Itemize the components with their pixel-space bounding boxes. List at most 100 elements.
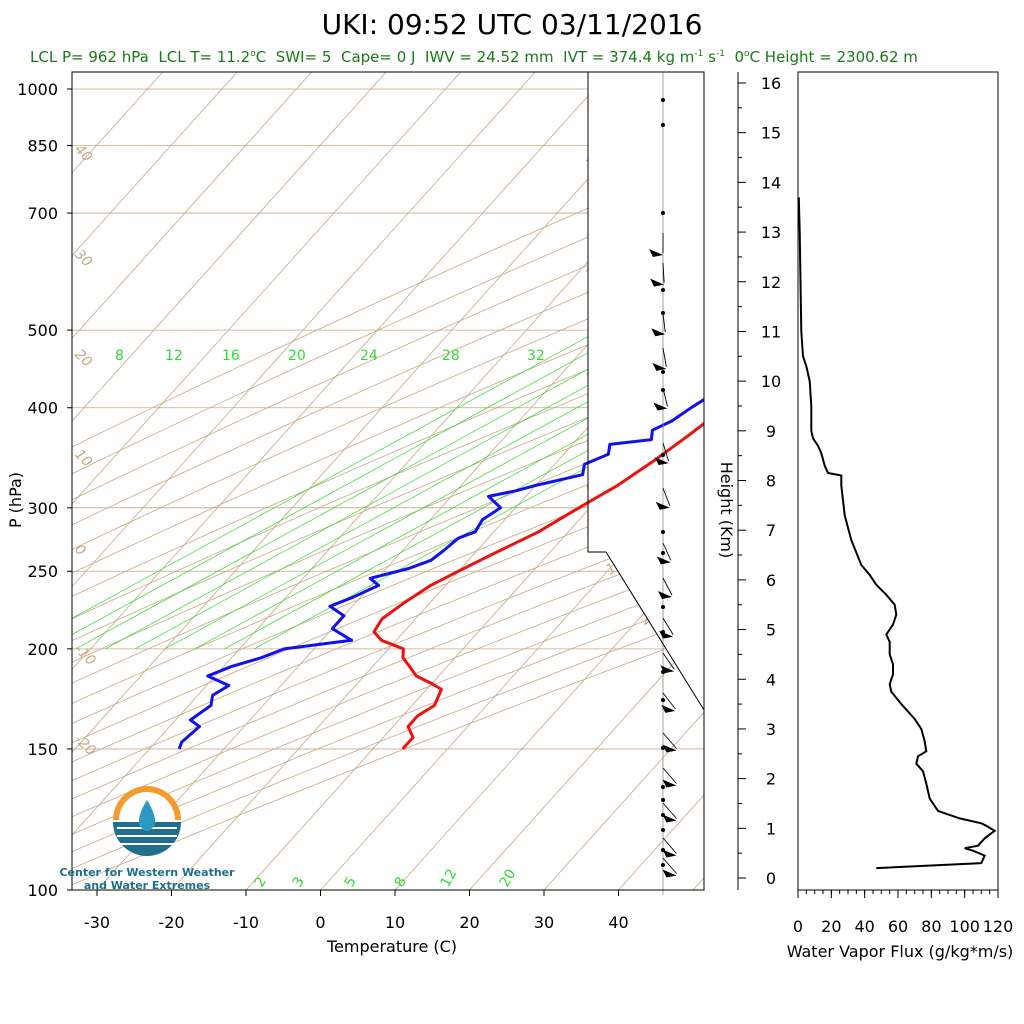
freezing-height: 0oC Height = 2300.62 m: [734, 48, 918, 66]
mixing-ratio-line: [919, 89, 1024, 267]
barb-staff: [662, 487, 671, 506]
height-tick-label: 5: [766, 621, 776, 640]
isotherm-line: [543, 711, 704, 890]
cape-value: Cape= 0 J: [340, 48, 416, 66]
logo-text-line1: Center for Western Weather: [59, 866, 235, 879]
dry-adiabat-line: [72, 634, 704, 886]
barb-flag: [662, 869, 677, 878]
swi-value: SWI= 5: [275, 48, 332, 66]
temperature-tick-label: 30: [534, 913, 554, 932]
barb-flag: [662, 849, 677, 858]
isotherm-label: 30: [71, 247, 95, 271]
barb-calm-point: [661, 288, 665, 292]
flux-panel-border: [797, 71, 999, 891]
dry-adiabat-line: [72, 616, 704, 869]
height-tick-label: 3: [766, 720, 776, 739]
mixing-ratio-label: 3: [290, 874, 308, 890]
barb-staff: [662, 767, 677, 784]
barb-staff: [662, 837, 677, 854]
temperature-axis-label: Temperature (C): [326, 937, 457, 956]
dry-adiabat-line: [72, 560, 704, 818]
barb-staff: [662, 542, 672, 561]
isotherm-line: [394, 546, 704, 890]
barb-flag: [658, 591, 672, 599]
mixing-ratio-label: 28: [442, 348, 460, 364]
barb-calm-point: [661, 453, 665, 457]
barb-calm-point: [661, 828, 665, 832]
skew-t-grid: [72, 72, 1024, 890]
temperature-profile: [372, 421, 704, 750]
barb-calm-point: [661, 211, 665, 215]
barb-calm-point: [661, 798, 665, 802]
flux-panel: 0 20 40 60 80 100 120 Water Vapor Flux (g/kg*m/…: [787, 71, 1014, 961]
barb-calm-point: [661, 370, 665, 374]
temperature-tick-label: 10: [385, 913, 405, 932]
flux-tick-label: 120: [983, 917, 1014, 936]
height-tick-label: 4: [766, 670, 776, 689]
barb-calm-point: [661, 388, 665, 392]
flux-axis-label: Water Vapor Flux (g/kg*m/s): [787, 942, 1014, 961]
height-tick-label: 8: [766, 472, 776, 491]
moist-adiabat-line: [194, 370, 704, 650]
dry-adiabat-line: [72, 521, 704, 782]
pressure-tick-label: 700: [27, 204, 58, 223]
flux-tick-label: 20: [821, 917, 841, 936]
skew-t-border: [71, 71, 705, 891]
dry-adiabat-line: [72, 296, 704, 574]
pressure-tick-label: 150: [27, 740, 58, 759]
pressure-tick-label: 300: [27, 499, 58, 518]
isotherm-line: [72, 72, 610, 671]
barb-calm-point: [661, 746, 665, 750]
mixing-ratio-label: 20: [497, 867, 520, 890]
barb-calm-point: [661, 848, 665, 852]
barb-calm-point: [661, 698, 665, 702]
barb-flag: [653, 402, 668, 411]
barb-flag: [654, 457, 669, 466]
barb-staff: [662, 262, 665, 283]
barb-staff: [662, 802, 677, 819]
moist-adiabat-line: [105, 321, 704, 650]
dry-adiabat-line: [72, 541, 704, 800]
logo-text-line2: and Water Extremes: [84, 879, 211, 892]
moist-adiabat-line: [72, 289, 704, 635]
isotherm-line: [469, 628, 704, 890]
height-tick-label: 14: [761, 173, 781, 192]
height-tick-label: 10: [761, 372, 781, 391]
barb-calm-point: [661, 98, 665, 102]
isotherm-line: [768, 72, 1024, 890]
dry-adiabat-line: [72, 598, 704, 853]
barb-calm-point: [661, 530, 665, 534]
barb-flag: [662, 779, 677, 788]
isotherm-label: -20: [71, 732, 99, 760]
barb-calm-point: [661, 311, 665, 315]
height-axis-label: Height (Km): [717, 462, 736, 559]
barb-flag: [662, 814, 677, 823]
height-tick-label: 1: [766, 819, 776, 838]
isotherm-line: [72, 72, 461, 505]
logo-drop-icon: [138, 800, 156, 831]
barb-calm-point: [661, 630, 665, 634]
barb-staff: [662, 347, 667, 367]
moist-adiabat-line: [75, 305, 704, 650]
dry-adiabat-line: [72, 369, 704, 642]
moist-adiabat-line: [72, 272, 704, 619]
moist-adiabat-line: [135, 337, 704, 650]
mixing-ratio-label: 16: [222, 348, 240, 364]
lcl-temperature-unit: C: [255, 48, 267, 66]
barb-staff: [662, 312, 666, 333]
mixing-ratio-label: 12: [165, 348, 183, 364]
height-tick-label: 9: [766, 422, 776, 441]
moist-adiabat-line: [224, 386, 704, 650]
barb-calm-point: [661, 551, 665, 555]
skew-t-frame: [71, 71, 705, 891]
height-tick-label: 13: [761, 223, 781, 242]
isotherm-line: [72, 72, 312, 339]
barb-staff: [662, 577, 673, 596]
barb-flag: [651, 328, 666, 337]
pressure-axis-label: P (hPa): [6, 472, 25, 528]
mixing-ratio-label: 20: [288, 348, 306, 364]
temperature-tick-label: -10: [233, 913, 259, 932]
